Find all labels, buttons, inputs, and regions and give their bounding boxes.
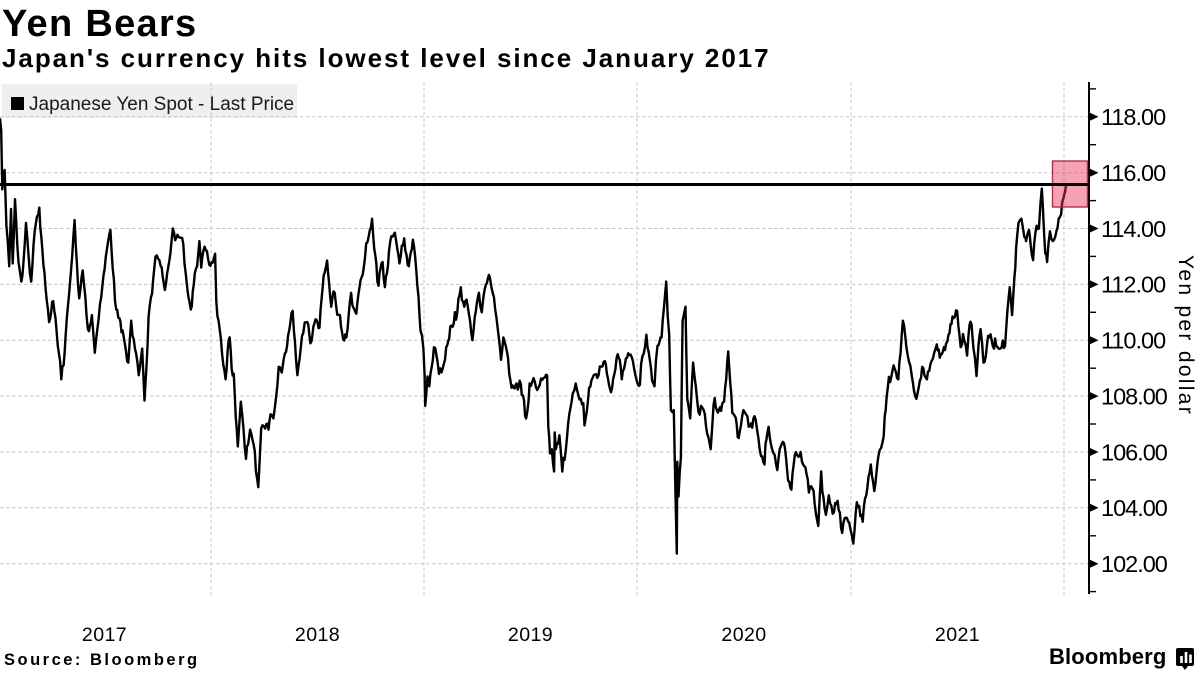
svg-text:112.00: 112.00 [1101,272,1166,298]
svg-text:Yen per dollar: Yen per dollar [1174,255,1197,416]
svg-text:104.00: 104.00 [1101,495,1168,521]
svg-text:116.00: 116.00 [1101,160,1166,186]
svg-text:2017: 2017 [82,624,127,646]
svg-text:2018: 2018 [295,624,340,646]
svg-text:Japanese Yen Spot - Last Price: Japanese Yen Spot - Last Price [29,94,294,115]
svg-text:106.00: 106.00 [1101,439,1168,465]
svg-text:2020: 2020 [721,624,766,646]
svg-text:108.00: 108.00 [1101,383,1168,409]
svg-text:102.00: 102.00 [1101,551,1168,577]
svg-text:114.00: 114.00 [1101,216,1166,242]
svg-text:2019: 2019 [508,624,553,646]
svg-text:110.00: 110.00 [1101,328,1166,354]
svg-text:2021: 2021 [935,624,980,646]
svg-text:118.00: 118.00 [1101,104,1166,130]
